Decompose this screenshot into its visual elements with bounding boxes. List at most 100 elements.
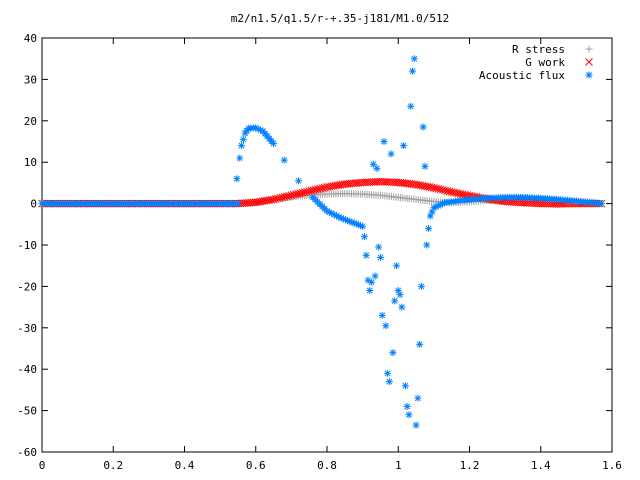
data-point (427, 183, 436, 192)
data-point (305, 187, 314, 196)
data-point (366, 287, 374, 295)
data-point (359, 222, 367, 230)
y-tick-label: 30 (24, 73, 37, 86)
data-point (300, 188, 309, 197)
data-point (280, 193, 289, 201)
data-point (432, 184, 440, 193)
y-tick-label: -60 (17, 446, 37, 459)
data-point (364, 276, 372, 284)
data-point (316, 184, 325, 193)
data-point (278, 193, 287, 202)
data-point (409, 67, 416, 75)
data-point (384, 369, 392, 377)
legend-label: R stress (512, 43, 565, 56)
data-point (295, 177, 302, 185)
series-2 (38, 55, 605, 429)
chart-title: m2/n1.5/q1.5/r-+.35-j181/M1.0/512 (231, 12, 450, 25)
data-point (443, 187, 452, 195)
x-tick-label: 1.6 (602, 459, 622, 472)
legend-marker (585, 71, 593, 79)
data-point (436, 185, 445, 194)
x-tick-label: 1.2 (460, 459, 480, 472)
data-point (401, 382, 409, 390)
data-point (407, 102, 415, 110)
data-point (283, 192, 291, 201)
data-point (236, 154, 244, 162)
data-point (287, 191, 296, 200)
data-point (382, 322, 390, 330)
data-point (294, 189, 302, 198)
data-point (438, 186, 447, 194)
data-point (447, 188, 456, 196)
data-point (371, 272, 379, 280)
data-point (434, 185, 443, 193)
data-point (391, 297, 399, 305)
y-tick-label: -10 (17, 239, 37, 252)
plot-marks (38, 55, 606, 429)
data-point (405, 411, 413, 419)
y-tick-label: 20 (24, 115, 37, 128)
axes: 0 0.2 0.4 0.6 0.8 1 1.2 1.4 1.6 40 30 20 10 0 -10 -20 -3… (17, 32, 622, 472)
x-tick-label: 0.2 (103, 459, 123, 472)
x-tick-label: 0.4 (175, 459, 195, 472)
legend-label: Acoustic flux (479, 69, 565, 82)
y-tick-label: -20 (17, 280, 37, 293)
data-point (387, 150, 395, 158)
data-point (425, 224, 433, 232)
data-point (233, 175, 241, 183)
data-point (280, 156, 288, 164)
data-point (375, 243, 383, 251)
data-point (396, 291, 404, 299)
data-point (298, 188, 307, 197)
data-point (239, 135, 247, 143)
data-point (400, 142, 408, 150)
data-point (419, 123, 427, 131)
data-point (373, 164, 381, 172)
legend-label: G work (525, 56, 565, 69)
data-point (234, 200, 242, 208)
data-point (289, 190, 298, 199)
x-tick-label: 1.4 (531, 459, 551, 472)
y-tick-label: -50 (17, 405, 37, 418)
data-point (392, 262, 400, 270)
data-point (456, 190, 465, 198)
data-point (597, 200, 605, 208)
y-tick-label: 40 (24, 32, 37, 45)
x-tick-label: 1 (395, 459, 402, 472)
data-point (416, 340, 424, 348)
data-point (452, 189, 460, 197)
data-point (271, 195, 280, 203)
data-point (312, 185, 320, 194)
data-point (403, 402, 411, 410)
data-point (314, 185, 322, 193)
x-tick-label: 0.6 (246, 459, 266, 472)
x-tick-label: 0 (39, 459, 46, 472)
data-point (269, 195, 278, 204)
data-point (238, 142, 245, 150)
y-tick-label: 0 (30, 198, 37, 211)
data-point (412, 421, 420, 429)
data-point (385, 378, 393, 386)
data-point (417, 282, 425, 290)
data-point (430, 184, 438, 192)
legend-marker (585, 58, 593, 66)
data-point (380, 138, 388, 145)
data-point (303, 187, 311, 196)
data-point (276, 194, 285, 202)
y-tick-label: -30 (17, 322, 37, 335)
data-point (458, 190, 467, 199)
data-point (296, 189, 305, 198)
data-point (378, 311, 386, 319)
data-point (445, 187, 454, 196)
data-point (307, 186, 316, 195)
data-point (368, 278, 376, 286)
data-point (291, 190, 300, 199)
data-point (450, 188, 458, 197)
data-point (454, 189, 463, 198)
data-point (360, 233, 368, 241)
data-point (414, 394, 422, 402)
data-point (421, 162, 429, 170)
data-point (309, 186, 318, 194)
